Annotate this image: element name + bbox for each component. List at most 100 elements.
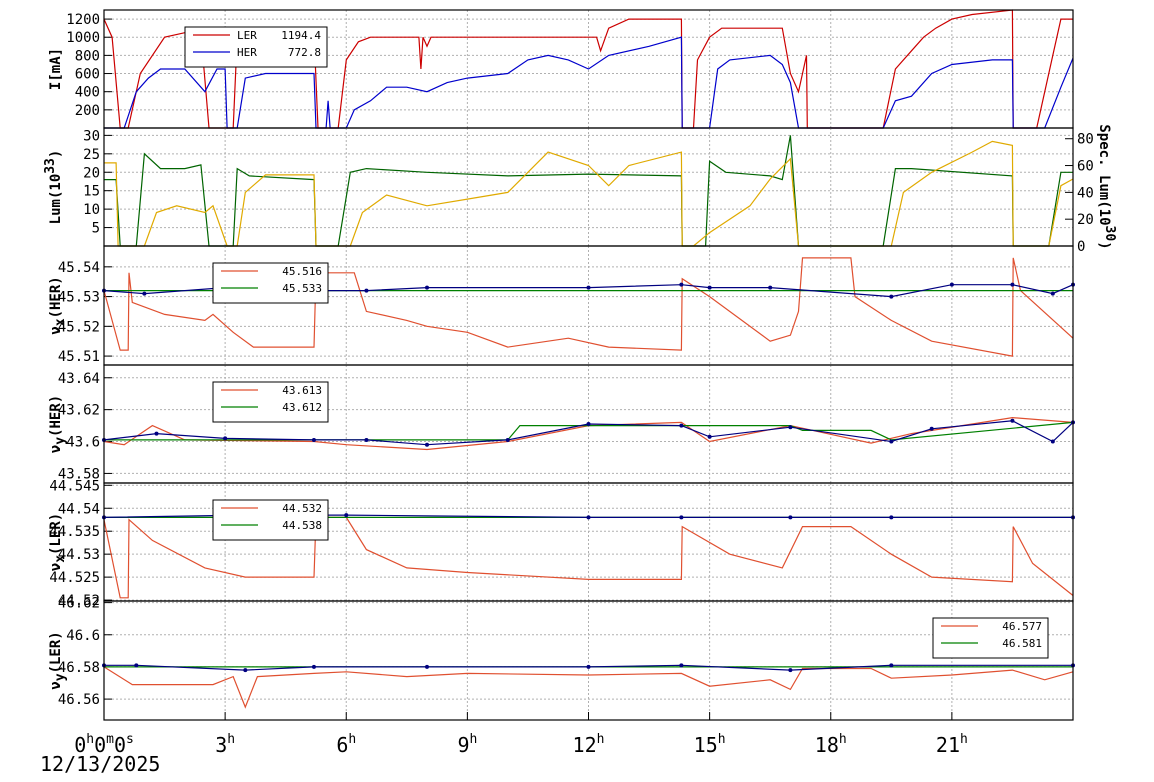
y-tick-label: 800 [75,48,100,64]
y-tick-label: 45.53 [58,290,100,306]
y-tick-label: 45.54 [58,260,100,276]
y-tick-label: 30 [83,128,100,144]
y-tick-label: 45.52 [58,319,100,335]
series-line-1 [103,666,1074,709]
data-point [679,663,684,668]
y-axis-label: νx(HER) [48,276,68,334]
data-point [889,294,894,299]
x-tick-label: 15h [694,732,726,757]
legend-value: 44.538 [282,519,322,532]
y-right-tick-label: 80 [1077,132,1094,148]
data-point [586,422,591,426]
data-point [311,437,316,442]
x-tick-label: 18h [815,732,847,757]
y-tick-label: 46.58 [58,660,100,676]
x-tick-label: 12h [573,732,605,757]
x-tick-label: 3h [215,732,235,757]
data-point [344,513,349,518]
data-point [425,442,429,447]
legend-value: 46.581 [1002,637,1042,650]
data-point [889,439,894,444]
data-point [788,668,793,673]
y-tick-label: 400 [75,85,100,101]
data-point [425,285,429,290]
y-tick-label: 43.62 [58,403,100,419]
data-point [154,431,159,436]
data-point [586,664,591,669]
y-tick-label: 44.52 [58,593,100,609]
y-tick-label: 15 [83,184,100,200]
y-right-tick-label: 20 [1077,212,1094,228]
legend-value: 44.532 [282,502,322,515]
legend-value: 43.613 [282,384,322,397]
legend-value: 1194.4 [281,29,321,42]
data-point [364,288,369,293]
y-tick-label: 1000 [66,30,100,46]
legend: 44.532 44.538 [212,499,329,541]
y-right-tick-label: 60 [1077,159,1094,175]
data-point [586,515,591,520]
legend: 43.613 43.612 [212,381,329,423]
data-point [788,515,793,520]
data-point [142,291,147,296]
legend-box [212,381,329,423]
panel-6: 46.56 46.58 46.6 46.62 νy(LER) 46.577 46.581 [48,596,1075,721]
panel-5: 44.52 44.525 44.53 44.535 44.54 44.545 νx(LER)… [48,478,1075,609]
data-point [949,282,954,287]
legend-value: 45.533 [282,282,322,295]
y-tick-label: 44.53 [58,547,100,563]
y-tick-label: 44.54 [58,501,100,517]
panel-4: 43.58 43.6 43.62 43.64 νy(HER) 43.613 43.612 [48,364,1075,484]
data-point [707,434,712,439]
data-point [1050,439,1055,444]
y-tick-label: 43.6 [66,435,100,451]
y-axis-label: Lum(1033) [43,150,64,225]
y-tick-label: 45.51 [58,349,100,365]
x-tick-label: 9h [457,732,477,757]
data-point [679,282,684,287]
data-point [243,668,248,673]
y-tick-label: 25 [83,147,100,163]
data-point [1010,282,1015,287]
y-tick-label: 200 [75,103,100,119]
y-tick-label: 20 [83,165,100,181]
data-point [505,437,510,442]
data-point [679,423,684,428]
y-tick-label: 10 [83,202,100,218]
y-tick-label: 46.56 [58,692,100,708]
data-point [586,285,591,290]
y-tick-label: 600 [75,67,100,83]
y-tick-label: 5 [92,221,100,237]
series-line-2 [104,36,1074,129]
data-point [889,515,894,520]
series-line-1 [104,135,1073,247]
y-axis-label: νy(LER) [48,631,68,689]
data-point [788,425,793,430]
x-tick-label: 6h [336,732,356,757]
y-tick-label: 44.545 [49,478,100,494]
legend: LER 1194.4 HER 772.8 [184,26,328,68]
data-point [889,663,894,668]
data-point [134,663,139,668]
y-axis-label: νy(HER) [48,395,68,453]
data-point [707,285,712,290]
data-point [311,664,316,669]
data-point [1050,291,1055,296]
y-tick-label: 44.525 [49,570,100,586]
y-right-axis-label: Spec. Lum(1030) [1096,124,1117,249]
legend-name: HER [237,46,257,59]
panel-2: 5 10 15 20 25 30 Lum(1033) 0 20 40 60 80 Spec. Lum(1… [43,124,1117,255]
y-tick-label: 46.6 [66,628,100,644]
legend-box [932,617,1049,659]
y-axis-label: νx(LER) [48,513,68,571]
legend-value: 46.577 [1002,620,1042,633]
x-axis: 0h0m0s 3h 6h 9h 12h 15h 18h 21h [74,712,968,757]
legend-value: 45.516 [282,265,322,278]
y-right-tick-label: 0 [1077,239,1085,255]
data-point [768,285,773,290]
legend-value: 772.8 [288,46,321,59]
series-line-1 [103,416,1074,451]
y-tick-label: 43.64 [58,371,100,387]
panel-1: 200 400 600 800 1000 1200 I[mA] LER 1194.4 HER 772… [48,9,1074,129]
